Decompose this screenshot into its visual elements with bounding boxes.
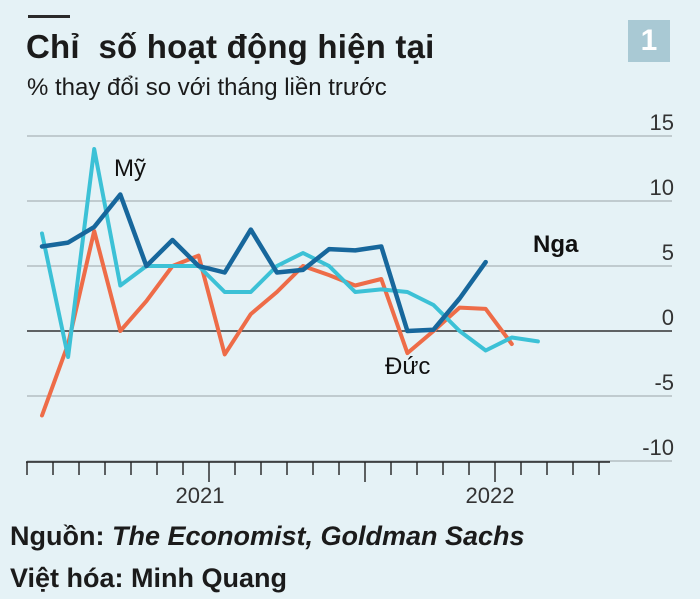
translation-credit: Việt hóa: Minh Quang [10,563,288,593]
source-label: Nguồn: [10,521,105,551]
gridlines [27,135,672,462]
y-tick-label: 10 [650,175,674,200]
y-tick-label: 15 [650,110,674,135]
source-note: Nguồn: The Economist, Goldman Sachs [10,521,525,552]
x-axis [26,461,610,482]
series-lines [39,147,540,418]
x-tick-label: 2021 [176,483,225,508]
chart-subtitle: % thay đổi so với tháng liền trước [27,74,387,101]
chart-title: Chỉ số hoạt động hiện tại [26,28,435,65]
y-tick-label: -10 [642,435,674,460]
series-label: Mỹ [114,155,146,182]
series-line-my [40,147,540,359]
chart-number-badge: 1 [628,20,670,62]
y-tick-label: 0 [662,305,674,330]
y-tick-label: 5 [662,240,674,265]
top-rule [28,15,70,18]
series-label: Đức [385,353,430,380]
chart-labels: 15 10 5 0 -5 -10 2021 2022 Mỹ Nga Đức [114,110,674,508]
x-tick-label: 2022 [466,483,515,508]
source-names: The Economist, Goldman Sachs [111,521,525,551]
series-line-nga [39,192,488,334]
y-tick-label: -5 [654,370,674,395]
series-label: Nga [533,231,579,258]
